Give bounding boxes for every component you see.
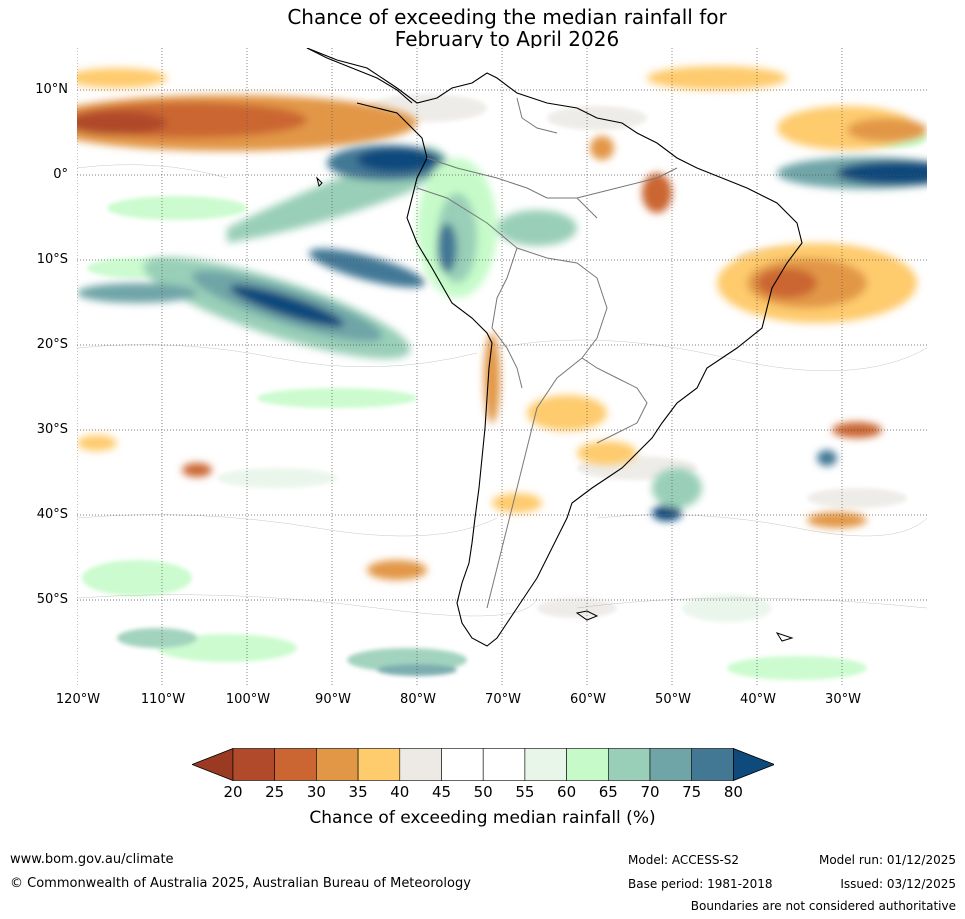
colorbar — [192, 748, 774, 782]
colorbar-tick-label: 50 — [473, 783, 493, 801]
lon-tick-label: 60°W — [570, 692, 606, 707]
website-link[interactable]: www.bom.gov.au/climate — [10, 852, 174, 867]
rainfall-map — [77, 48, 927, 686]
lat-tick-label: 50°S — [36, 592, 68, 607]
colorbar-segment — [274, 748, 317, 781]
colorbar-segment — [649, 748, 693, 781]
colorbar-tick-label: 35 — [348, 783, 368, 801]
colorbar-tick-label: 55 — [515, 783, 535, 801]
lat-tick-label: 30°S — [36, 422, 68, 437]
colorbar-tick-label: 30 — [306, 783, 326, 801]
rainfall-pattern-wet — [77, 145, 927, 521]
lat-tick-label: 10°N — [35, 82, 68, 97]
colorbar-segment — [232, 748, 276, 781]
colorbar-tick-label: 40 — [390, 783, 410, 801]
colorbar-segment — [441, 748, 484, 781]
copyright-text: © Commonwealth of Australia 2025, Austra… — [10, 876, 471, 891]
colorbar-tick-label: 75 — [682, 783, 702, 801]
issued-text: Issued: 03/12/2025 — [840, 877, 956, 891]
colorbar-tick-label: 70 — [640, 783, 660, 801]
base-period-text: Base period: 1981-2018 — [628, 877, 773, 891]
map-title-line2: February to April 2026 — [394, 27, 620, 51]
map-title-line1: Chance of exceeding the median rainfall … — [287, 5, 727, 29]
lon-tick-label: 110°W — [140, 692, 186, 707]
disclaimer-text: Boundaries are not considered authoritat… — [690, 899, 956, 913]
colorbar-tick-label: 25 — [265, 783, 285, 801]
colorbar-segment — [316, 748, 359, 781]
lon-tick-label: 40°W — [740, 692, 776, 707]
colorbar-segment — [357, 748, 401, 781]
colorbar-segment — [482, 748, 526, 781]
colorbar-tick-label: 20 — [223, 783, 243, 801]
colorbar-tick-label: 80 — [723, 783, 743, 801]
lat-tick-label: 10°S — [36, 252, 68, 267]
model-run-text: Model run: 01/12/2025 — [818, 853, 956, 867]
colorbar-title: Chance of exceeding median rainfall (%) — [309, 808, 656, 828]
lat-tick-label: 0° — [53, 167, 68, 182]
colorbar-segment — [566, 748, 609, 781]
colorbar-segment — [524, 748, 567, 781]
graticule — [77, 48, 927, 686]
lon-tick-label: 50°W — [655, 692, 691, 707]
lat-tick-label: 20°S — [36, 337, 68, 352]
lon-tick-label: 70°W — [485, 692, 521, 707]
lat-tick-label: 40°S — [36, 507, 68, 522]
model-text: Model: ACCESS-S2 — [628, 853, 740, 867]
colorbar-arrow-high — [733, 748, 774, 782]
south-america-coastline — [306, 48, 803, 647]
colorbar-tick-label: 45 — [431, 783, 452, 801]
lon-tick-label: 100°W — [225, 692, 271, 707]
national-borders — [416, 97, 678, 609]
contour-lines — [77, 164, 927, 617]
islands — [316, 176, 794, 642]
lon-tick-label: 80°W — [400, 692, 436, 707]
rainfall-pattern-dry — [77, 66, 927, 580]
colorbar-arrow-low — [192, 748, 234, 782]
lon-tick-label: 120°W — [55, 692, 101, 707]
colorbar-segment — [399, 748, 442, 781]
lon-tick-label: 30°W — [825, 692, 861, 707]
lon-tick-label: 90°W — [315, 692, 351, 707]
colorbar-segment — [691, 748, 734, 781]
colorbar-segment — [607, 748, 651, 781]
colorbar-tick-label: 65 — [598, 783, 618, 801]
colorbar-tick-label: 60 — [557, 783, 577, 801]
central-america-coastline — [306, 48, 413, 104]
